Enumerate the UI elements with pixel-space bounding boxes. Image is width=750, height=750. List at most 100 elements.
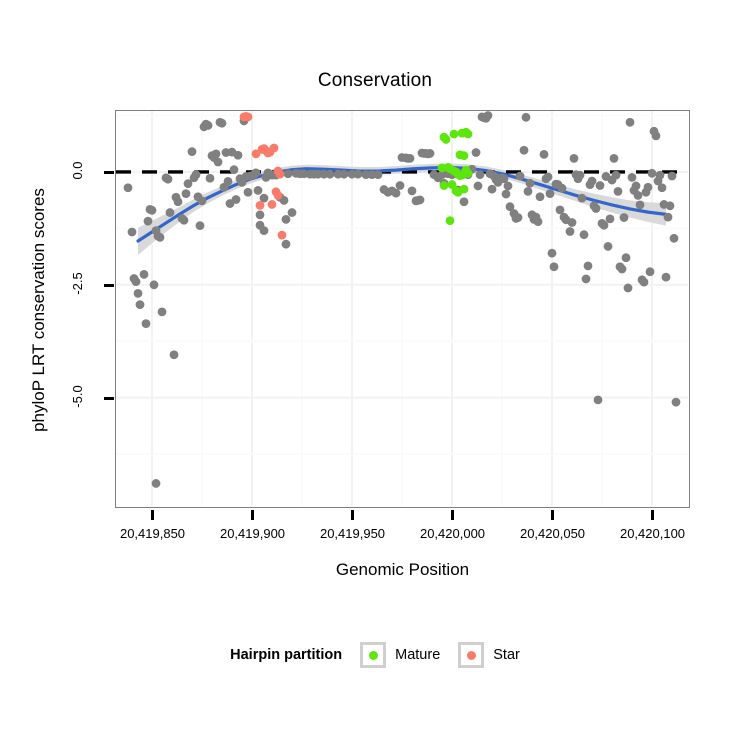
legend-dot-icon <box>368 650 378 660</box>
data-point <box>425 149 435 158</box>
data-point <box>663 212 673 222</box>
data-point <box>281 239 291 249</box>
x-axis-label: Genomic Position <box>335 560 470 579</box>
data-point <box>617 264 627 274</box>
data-point <box>251 168 261 178</box>
data-point <box>547 248 557 258</box>
data-point <box>353 169 363 179</box>
x-tick-label: 20,420,100 <box>619 526 686 541</box>
data-point <box>587 176 597 186</box>
data-point <box>625 117 635 127</box>
legend-entry-mature[interactable]: Mature <box>360 642 440 668</box>
data-point <box>149 280 159 290</box>
legend-entry-star[interactable]: Star <box>458 642 520 668</box>
data-point <box>521 112 531 122</box>
data-point <box>463 168 473 178</box>
x-tick-mark <box>351 510 354 520</box>
data-point <box>415 195 425 205</box>
data-point <box>447 180 457 189</box>
legend-dot-icon <box>466 650 476 660</box>
data-point <box>525 178 535 188</box>
data-point <box>373 170 383 180</box>
plot-area <box>116 111 688 506</box>
data-point <box>445 216 455 226</box>
x-tick-mark <box>451 510 454 520</box>
x-tick-mark <box>151 510 154 520</box>
data-point <box>459 197 469 207</box>
data-point <box>391 188 401 198</box>
data-point <box>243 187 253 197</box>
data-point <box>123 183 133 193</box>
data-point <box>275 169 285 179</box>
y-tick-mark <box>104 283 114 287</box>
data-point <box>459 151 469 161</box>
data-point <box>143 216 153 226</box>
data-point <box>211 149 221 159</box>
y-tick-label: -2.5 <box>70 272 85 295</box>
data-point <box>483 111 493 120</box>
data-point <box>593 395 603 405</box>
data-point <box>549 262 559 272</box>
data-point <box>633 191 643 200</box>
data-point <box>259 226 269 236</box>
data-point <box>635 200 645 210</box>
data-point <box>503 181 513 191</box>
legend-label: Mature <box>395 647 441 663</box>
data-point <box>439 181 449 190</box>
legend-label: Star <box>493 647 520 663</box>
data-point <box>283 169 293 179</box>
data-point <box>667 171 677 181</box>
data-point <box>669 233 679 243</box>
data-point <box>127 227 137 237</box>
data-point <box>665 201 675 211</box>
data-point <box>539 149 549 159</box>
data-point <box>487 184 497 194</box>
data-point <box>441 135 451 144</box>
data-point <box>155 233 165 242</box>
data-point <box>277 230 287 240</box>
point-series-other <box>123 111 681 488</box>
data-point <box>179 215 189 225</box>
data-point <box>631 181 641 191</box>
data-point <box>515 171 525 181</box>
data-point <box>605 214 615 224</box>
data-point <box>231 195 241 204</box>
data-point <box>243 112 253 122</box>
legend-key-swatch <box>458 642 485 668</box>
data-point <box>565 227 575 236</box>
data-point <box>591 204 601 213</box>
data-point <box>575 170 585 180</box>
x-tick-label: 20,420,000 <box>419 526 486 541</box>
data-point <box>657 183 667 193</box>
data-point <box>459 184 469 194</box>
data-point <box>557 183 567 193</box>
data-point <box>325 169 335 179</box>
data-point <box>191 170 201 180</box>
data-point <box>643 182 653 192</box>
data-point <box>197 196 207 206</box>
data-point <box>259 193 269 203</box>
data-point <box>513 213 523 222</box>
data-point <box>567 218 577 227</box>
data-point <box>523 186 533 196</box>
data-point <box>627 172 637 182</box>
x-tick-label: 20,420,050 <box>519 526 586 541</box>
data-point <box>519 145 529 155</box>
data-point <box>501 189 511 199</box>
x-tick-mark <box>251 510 254 520</box>
data-point <box>545 189 555 199</box>
data-point <box>165 208 175 217</box>
data-point <box>579 230 589 240</box>
y-tick-mark <box>104 396 114 400</box>
data-point <box>471 148 481 157</box>
y-tick-mark <box>104 170 114 174</box>
data-point <box>609 154 619 163</box>
data-point <box>223 177 233 186</box>
legend-entries: Mature Star <box>360 642 520 668</box>
data-point <box>645 267 655 277</box>
data-point <box>287 208 297 217</box>
plot-panel <box>115 110 690 508</box>
data-point <box>141 319 151 329</box>
x-tick-mark <box>551 510 554 520</box>
